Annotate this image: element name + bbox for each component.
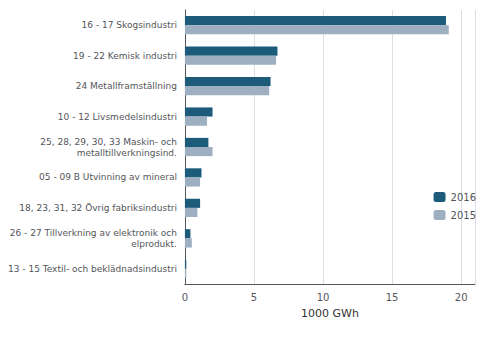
svg-text:0: 0: [182, 292, 188, 303]
svg-text:25, 28, 29, 30, 33 Maskin- och: 25, 28, 29, 30, 33 Maskin- och: [40, 137, 177, 147]
svg-text:10: 10: [317, 292, 330, 303]
svg-text:2016: 2016: [451, 192, 476, 203]
svg-text:20: 20: [455, 292, 468, 303]
svg-text:19 - 22 Kemisk industri: 19 - 22 Kemisk industri: [73, 51, 177, 61]
svg-text:10 - 12 Livsmedelsindustri: 10 - 12 Livsmedelsindustri: [58, 112, 177, 122]
svg-text:1000 GWh: 1000 GWh: [301, 307, 359, 320]
svg-text:05 - 09 B Utvinning av mineral: 05 - 09 B Utvinning av mineral: [39, 172, 177, 182]
svg-text:24 Metallframställning: 24 Metallframställning: [76, 81, 177, 91]
svg-text:16 - 17 Skogsindustri: 16 - 17 Skogsindustri: [82, 20, 177, 30]
svg-text:elprodukt.: elprodukt.: [131, 239, 177, 249]
svg-text:26 - 27 Tillverkning av elektr: 26 - 27 Tillverkning av elektronik och: [10, 228, 177, 238]
svg-text:13 - 15 Textil- och beklädnads: 13 - 15 Textil- och beklädnadsindustri: [8, 264, 177, 274]
svg-text:15: 15: [386, 292, 399, 303]
svg-text:metalltillverkningsind.: metalltillverkningsind.: [77, 148, 177, 158]
svg-text:5: 5: [251, 292, 257, 303]
svg-text:2015: 2015: [451, 210, 476, 221]
svg-text:18, 23, 31, 32 Övrig fabriksin: 18, 23, 31, 32 Övrig fabriksindustri: [19, 203, 177, 213]
